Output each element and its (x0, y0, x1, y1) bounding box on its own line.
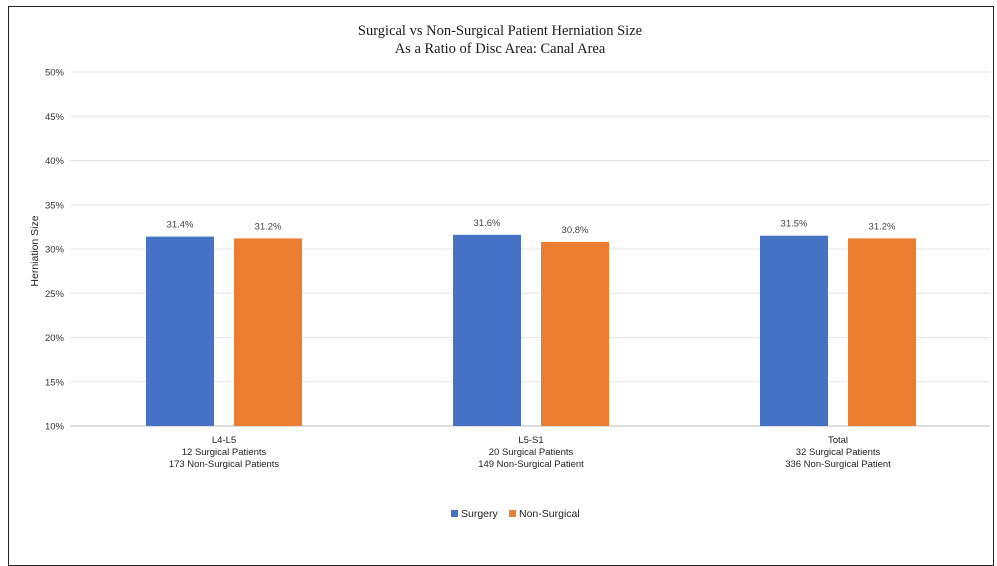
labels: 10% 15% 20% 25% 30% 35% 40% 45% 50% 31.4% 31.6% 31.… (45, 68, 896, 471)
data-label: 31.2% (255, 221, 282, 232)
legend: Surgery Non-Surgical (451, 508, 580, 520)
bar-non-surgical (234, 238, 302, 426)
y-tick-label: 25% (45, 289, 65, 300)
bar-surgery (146, 236, 214, 426)
x-category-label: L5-S1 (518, 435, 543, 446)
gridlines (70, 71, 990, 427)
data-label: 30.8% (562, 225, 589, 236)
legend-label-surgery: Surgery (461, 508, 499, 520)
chart-subtitle: As a Ratio of Disc Area: Canal Area (395, 41, 606, 57)
bar-surgery (760, 235, 828, 426)
chart-title: Surgical vs Non-Surgical Patient Herniat… (358, 23, 642, 39)
y-tick-label: 35% (45, 200, 65, 211)
y-tick-label: 20% (45, 333, 65, 344)
bar-non-surgical (541, 241, 609, 426)
legend-swatch-surgery (451, 510, 458, 517)
x-category-label: 20 Surgical Patients (489, 447, 574, 458)
x-category-label: 149 Non-Surgical Patient (478, 459, 584, 470)
y-tick-label: 40% (45, 156, 65, 167)
bar-chart: 10% 15% 20% 25% 30% 35% 40% 45% 50% 31.4% 31.6% 31.… (29, 23, 990, 520)
y-tick-label: 45% (45, 112, 65, 123)
y-tick-label: 10% (45, 422, 65, 433)
y-tick-label: 15% (45, 377, 65, 388)
x-category-label: 336 Non-Surgical Patient (785, 459, 891, 470)
y-tick-label: 30% (45, 245, 65, 256)
x-category-label: 12 Surgical Patients (182, 447, 267, 458)
bar-non-surgical (848, 238, 916, 426)
y-tick-label: 50% (45, 68, 65, 79)
x-category-label: 32 Surgical Patients (796, 447, 881, 458)
x-category-label: L4-L5 (212, 435, 236, 446)
data-label: 31.4% (167, 220, 194, 231)
data-label: 31.2% (869, 221, 896, 232)
legend-label-non-surgical: Non-Surgical (519, 508, 580, 520)
bars (146, 234, 916, 426)
y-axis-label: Herniation Size (29, 215, 41, 286)
legend-swatch-non-surgical (509, 510, 516, 517)
data-label: 31.5% (781, 219, 808, 230)
bar-surgery (453, 234, 521, 426)
x-category-label: Total (828, 435, 848, 446)
x-category-label: 173 Non-Surgical Patients (169, 459, 280, 470)
data-label: 31.6% (474, 218, 501, 229)
